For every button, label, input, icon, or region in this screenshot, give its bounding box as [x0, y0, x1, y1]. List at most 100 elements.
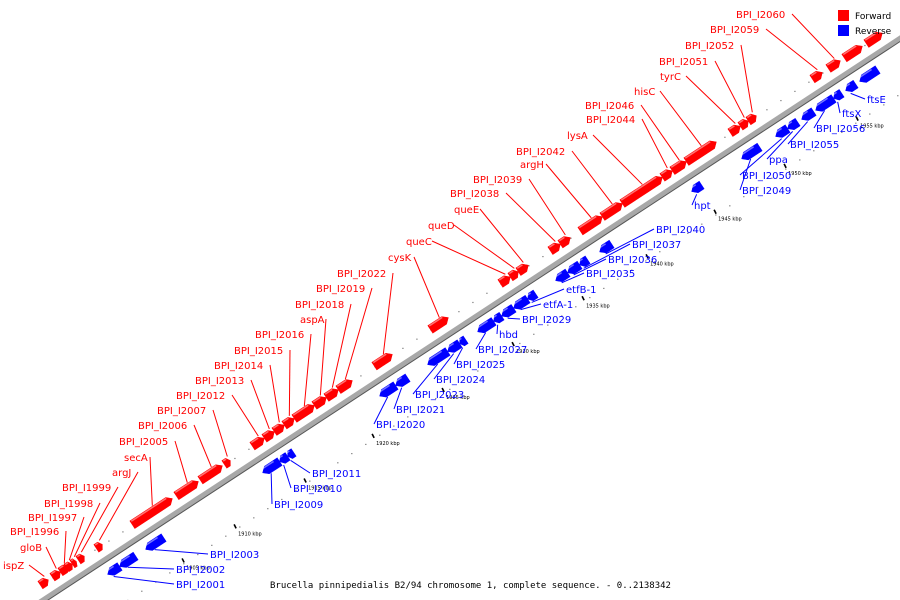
- gene-bpi-i2051[interactable]: [737, 117, 751, 131]
- gene-label-aspa: aspA: [300, 315, 325, 326]
- gene-quec[interactable]: [497, 273, 513, 288]
- gene-label-leader: [433, 353, 455, 380]
- gene-bpi-i2027[interactable]: [475, 317, 497, 336]
- gene-qued[interactable]: [507, 268, 521, 282]
- gene-bpi-i2036[interactable]: [565, 260, 583, 276]
- gene-label-leader: [412, 363, 439, 395]
- gene-aspa[interactable]: [311, 394, 329, 410]
- gene-label-bpi-i2049: BPI_I2049: [742, 186, 791, 197]
- gene-ftsx[interactable]: [831, 89, 845, 102]
- gene-label-bpi-i2038: BPI_I2038: [450, 189, 499, 200]
- gene-label-leader: [573, 258, 607, 276]
- gene-label-leader: [288, 349, 291, 416]
- gene-bpi-i1998[interactable]: [69, 558, 79, 569]
- gene-bpi-i2018[interactable]: [323, 386, 341, 402]
- map-caption: Brucella pinnipedialis B2/94 chromosome …: [270, 581, 671, 591]
- tick-mark: [511, 341, 515, 347]
- gene-bpi-i2011[interactable]: [285, 448, 297, 460]
- gene-bpi-i2003[interactable]: [143, 533, 167, 553]
- gene-label-hbd: hbd: [499, 330, 518, 341]
- gene-bpi-i2016[interactable]: [291, 402, 317, 423]
- gene-bpi-i2044[interactable]: [659, 167, 675, 182]
- gene-argj[interactable]: [93, 541, 105, 553]
- gene-edge-gene-2[interactable]: [863, 29, 885, 48]
- gene-bpi-i2052[interactable]: [745, 112, 759, 126]
- gene-ppa[interactable]: [785, 117, 801, 132]
- gene-seca[interactable]: [129, 495, 175, 529]
- gene-bpi-i2019[interactable]: [335, 377, 355, 394]
- gene-label-leader: [605, 228, 655, 255]
- gene-label-lysa: lysA: [567, 131, 588, 142]
- gene-bpi-i2042[interactable]: [599, 200, 625, 221]
- gene-bpi-i2025[interactable]: [457, 335, 469, 347]
- gene-hbd[interactable]: [491, 312, 505, 325]
- gene-label-leader: [691, 194, 698, 206]
- gene-etfb-1[interactable]: [525, 289, 539, 303]
- gene-label-leader: [290, 460, 311, 474]
- gene-bpi-i1997[interactable]: [63, 560, 75, 573]
- gene-ftse[interactable]: [843, 79, 859, 94]
- gene-argh[interactable]: [577, 213, 605, 236]
- gene-cysk[interactable]: [427, 314, 451, 334]
- legend-label: Forward: [855, 12, 891, 22]
- gene-bpi-i2012[interactable]: [249, 434, 267, 451]
- gene-label-leader: [453, 224, 515, 269]
- gene-bpi-i2024[interactable]: [445, 339, 463, 355]
- gene-bpi-i2001[interactable]: [105, 562, 123, 578]
- gene-bpi-i2021[interactable]: [393, 373, 411, 389]
- gene-tyrc[interactable]: [727, 122, 743, 137]
- gene-label-bpi-i2060: BPI_I2060: [736, 10, 785, 21]
- gene-label-leader: [68, 516, 85, 561]
- gene-bpi-i2037[interactable]: [577, 255, 591, 269]
- gene-label-leader: [766, 131, 794, 160]
- gene-bpi-i2049[interactable]: [739, 142, 763, 162]
- gene-hisc[interactable]: [683, 138, 719, 166]
- gene-label-bpi-i1998: BPI_I1998: [44, 499, 93, 510]
- gene-bpi-i2007[interactable]: [221, 457, 233, 469]
- gene-bpi-i2035[interactable]: [553, 268, 571, 284]
- gene-label-leader: [571, 150, 613, 205]
- gene-bpi-i2006[interactable]: [197, 462, 225, 485]
- gene-bpi-i2040[interactable]: [597, 239, 615, 255]
- gene-bpi-i2020[interactable]: [377, 381, 399, 400]
- gene-bpi-i2009[interactable]: [260, 457, 283, 477]
- gene-hpt[interactable]: [689, 180, 705, 195]
- gene-edge-gene-3[interactable]: [857, 65, 881, 85]
- gene-label-bpi-i2009: BPI_I2009: [274, 500, 323, 511]
- gene-bpi-i2050[interactable]: [773, 124, 791, 140]
- gene-edge-gene-1[interactable]: [841, 42, 865, 63]
- gene-bpi-i2056[interactable]: [813, 94, 837, 114]
- gene-quee[interactable]: [515, 261, 531, 276]
- gene-bpi-i2014[interactable]: [271, 421, 287, 436]
- gene-bpi-i2039[interactable]: [557, 234, 573, 249]
- tick-label: 1930 kbp: [516, 349, 540, 355]
- tick-label: 1915 kbp: [308, 485, 332, 491]
- gene-label-leader: [850, 92, 866, 100]
- gene-label-cysk: cysK: [388, 253, 412, 264]
- gene-label-bpi-i2059: BPI_I2059: [710, 25, 759, 36]
- gene-etfa-1[interactable]: [511, 294, 531, 312]
- gene-bpi-i2038[interactable]: [547, 240, 563, 255]
- gene-bpi-i2055[interactable]: [799, 107, 817, 123]
- gene-bpi-i2015[interactable]: [281, 415, 297, 430]
- gene-bpi-i2029[interactable]: [499, 304, 517, 319]
- gene-bpi-i2013[interactable]: [261, 428, 277, 443]
- gene-label-leader: [373, 396, 389, 425]
- gene-label-leader: [413, 256, 440, 318]
- gene-bpi-i2060[interactable]: [825, 57, 843, 73]
- gene-bpi-i2005[interactable]: [173, 478, 201, 501]
- gene-glob[interactable]: [49, 568, 63, 582]
- gene-bpi-i2022[interactable]: [371, 351, 395, 371]
- gene-bpi-i2046[interactable]: [669, 158, 689, 175]
- gene-bpi-i1999[interactable]: [75, 552, 87, 565]
- gene-bpi-i2002[interactable]: [117, 551, 139, 570]
- gene-bpi-i2010[interactable]: [277, 452, 291, 466]
- gene-label-leader: [73, 502, 101, 557]
- reverse-track-guides: [127, 95, 899, 600]
- gene-label-leader: [561, 272, 585, 284]
- gene-bpi-i2023[interactable]: [425, 347, 451, 369]
- gene-lysa[interactable]: [619, 174, 665, 208]
- gene-bpi-i2059[interactable]: [809, 69, 825, 84]
- gene-ispz[interactable]: [37, 576, 51, 590]
